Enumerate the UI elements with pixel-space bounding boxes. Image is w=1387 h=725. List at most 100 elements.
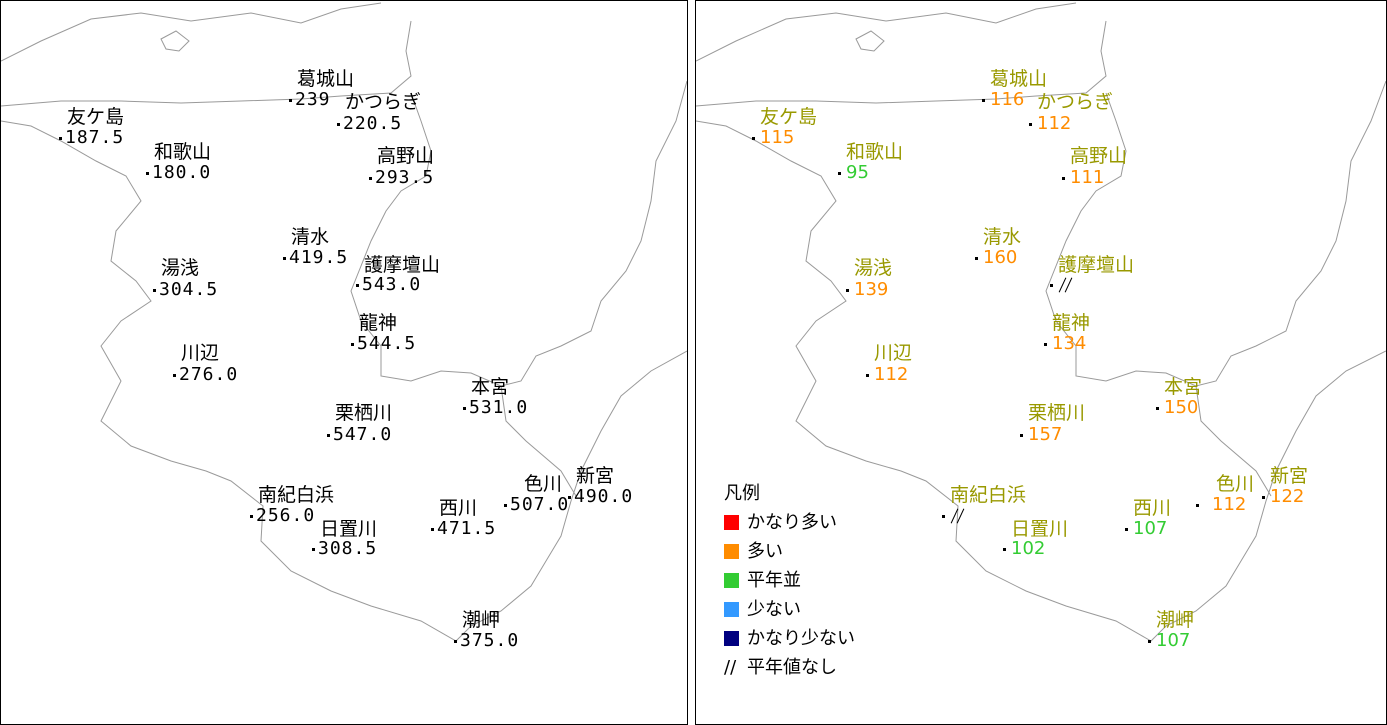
- station-value: 139: [854, 279, 889, 300]
- coastline-map: [696, 2, 1386, 642]
- station-marker: [327, 434, 330, 437]
- legend-label: かなり少ない: [747, 628, 855, 649]
- station-name: 色川: [1216, 473, 1255, 495]
- legend-swatch: [724, 631, 739, 646]
- station-marker: [1196, 504, 1199, 507]
- station-value: 531.0: [469, 397, 529, 418]
- station-marker: [351, 343, 354, 346]
- station-name: 日置川: [1011, 518, 1069, 540]
- legend-label: 平年値なし: [747, 657, 837, 678]
- station-value: 507.0: [510, 494, 570, 515]
- station-value: 308.5: [318, 538, 378, 559]
- station-name: 西川: [1133, 497, 1172, 519]
- station-marker: [356, 284, 359, 287]
- station-name: 新宮: [1270, 465, 1309, 487]
- station-marker: [1003, 548, 1006, 551]
- station-marker: [250, 515, 253, 518]
- station-name: 南紀白浜: [950, 484, 1027, 506]
- station-marker: [454, 640, 457, 643]
- station-value: 180.0: [152, 162, 212, 183]
- station-marker: [942, 515, 945, 518]
- station-marker: [1044, 343, 1047, 346]
- station-marker: [568, 496, 571, 499]
- station-name: 高野山: [377, 145, 435, 167]
- station-marker: [1050, 284, 1053, 287]
- station-name: かつらぎ: [1037, 91, 1114, 113]
- station-name: 友ケ島: [67, 106, 125, 128]
- station-name: 葛城山: [990, 68, 1048, 90]
- station-marker: [752, 137, 755, 140]
- legend-label: 平年並: [747, 570, 801, 591]
- station-name: 本宮: [1164, 376, 1203, 398]
- station-name: 高野山: [1070, 145, 1128, 167]
- legend-title: 凡例: [724, 483, 760, 504]
- station-marker: [866, 374, 869, 377]
- station-marker: [1029, 123, 1032, 126]
- station-value: 150: [1164, 397, 1199, 418]
- legend-label: 多い: [747, 541, 783, 562]
- station-value: 111: [1070, 167, 1105, 188]
- osaka-coast: [696, 2, 1077, 62]
- station-value: 220.5: [343, 113, 403, 134]
- station-value: 134: [1052, 333, 1087, 354]
- station-value: 102: [1011, 538, 1046, 559]
- station-marker: [431, 528, 434, 531]
- station-name: 西川: [439, 497, 478, 519]
- kii-coast-west: [696, 120, 1386, 642]
- no-normal-mark: [950, 508, 966, 524]
- station-name: かつらぎ: [345, 91, 422, 113]
- station-marker: [975, 257, 978, 260]
- legend-swatch: [724, 544, 739, 559]
- station-value: 543.0: [362, 274, 422, 295]
- nara-boundary: [350, 80, 687, 387]
- station-marker: [1262, 496, 1265, 499]
- station-marker: [1156, 407, 1159, 410]
- station-name: 南紀白浜: [258, 484, 335, 506]
- station-name: 新宮: [576, 465, 615, 487]
- station-marker: [982, 99, 985, 102]
- station-marker: [846, 289, 849, 292]
- station-value: 115: [760, 127, 795, 148]
- station-name: 護摩壇山: [364, 254, 441, 276]
- no-normal-mark: [1058, 277, 1074, 293]
- station-name: 龍神: [1052, 312, 1091, 334]
- coastline-map: [1, 2, 687, 642]
- legend: 凡例 かなり多い 多い 平年並 少ない かなり少ない // 平年値なし: [724, 479, 855, 682]
- station-value: 471.5: [437, 518, 497, 539]
- station-marker: [463, 407, 466, 410]
- legend-item: 多い: [724, 537, 855, 566]
- legend-item: 少ない: [724, 595, 855, 624]
- station-marker: [312, 548, 315, 551]
- station-marker: [369, 177, 372, 180]
- station-value: 547.0: [333, 424, 393, 445]
- legend-label: かなり多い: [747, 512, 837, 533]
- legend-item: かなり少ない: [724, 624, 855, 653]
- station-name: 葛城山: [297, 68, 355, 90]
- station-value: 160: [983, 247, 1018, 268]
- station-marker: [337, 123, 340, 126]
- station-name: 栗栖川: [1028, 402, 1086, 424]
- station-marker: [153, 289, 156, 292]
- station-value: 122: [1270, 486, 1305, 507]
- inland-border: [500, 385, 577, 497]
- station-marker: [289, 99, 292, 102]
- station-value: 112: [1037, 113, 1072, 134]
- station-name: 川辺: [874, 342, 913, 364]
- station-name: 川辺: [181, 342, 220, 364]
- station-name: 栗栖川: [335, 402, 393, 424]
- legend-label: 少ない: [747, 599, 801, 620]
- station-value: 157: [1028, 424, 1063, 445]
- station-value: 107: [1156, 630, 1191, 651]
- station-value: 187.5: [65, 127, 125, 148]
- kii-coast-west: [1, 120, 687, 642]
- legend-swatch: [724, 602, 739, 617]
- station-value: 490.0: [574, 486, 634, 507]
- osaka-coast: [1, 2, 382, 62]
- station-value: 375.0: [460, 630, 520, 651]
- inland-border: [1195, 385, 1272, 497]
- station-name: 和歌山: [154, 141, 212, 163]
- station-value: 256.0: [256, 505, 316, 526]
- station-marker: [1148, 640, 1151, 643]
- left-precipitation-map: 葛城山 239 かつらぎ 220.5 友ケ島 187.5 和歌山 180.0 高…: [0, 0, 688, 725]
- legend-symbol: //: [724, 657, 737, 678]
